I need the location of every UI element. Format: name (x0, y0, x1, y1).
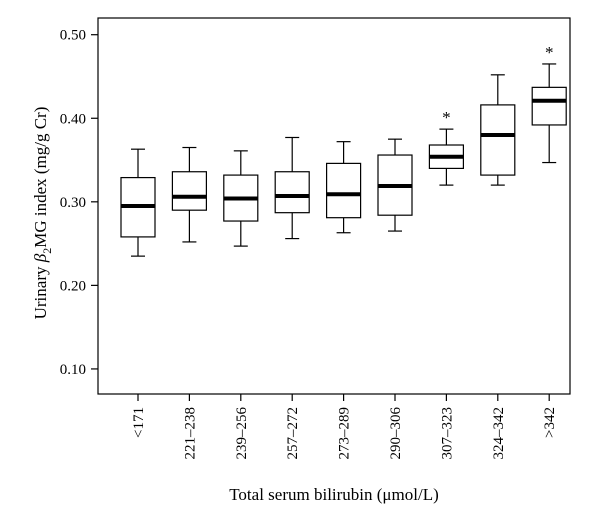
box-iqr (531, 86, 567, 126)
significance-marker: * (545, 43, 554, 62)
significance-marker: * (442, 108, 451, 127)
x-tick-label: <171 (131, 407, 147, 438)
x-tick-label: 324–342 (491, 407, 507, 460)
box-group (326, 141, 362, 234)
x-tick-label: 273–289 (337, 407, 353, 460)
box-group (480, 74, 516, 186)
y-tick-label: 0.50 (60, 28, 86, 44)
y-tick-label: 0.30 (60, 195, 86, 211)
x-tick-label: 239–256 (234, 407, 250, 460)
y-axis: 0.10 0.20 0.30 0.40 0.50 (60, 28, 98, 378)
box-group (377, 138, 413, 232)
box-iqr (480, 104, 516, 176)
y-tick-label: 0.10 (60, 362, 86, 378)
x-axis: <171 221–238 239–256 257–272 273–289 290–306 3… (131, 394, 558, 460)
y-axis-label-beta: β (31, 253, 50, 263)
box-group (223, 150, 259, 247)
y-axis-label-prefix: Urinary (31, 262, 50, 319)
box-group (120, 148, 156, 257)
y-tick-label: 0.40 (60, 111, 86, 127)
y-axis-label: Urinary β2MG index (mg/g Cr) (31, 107, 54, 320)
y-axis-label-suffix: MG index (mg/g Cr) (31, 107, 50, 248)
box-group (274, 136, 310, 240)
boxes: ** (120, 43, 567, 257)
box-group (171, 146, 207, 243)
x-axis-label: Total serum bilirubin (μmol/L) (229, 485, 439, 504)
box-iqr (171, 171, 207, 211)
box-iqr (274, 171, 310, 214)
plot-area (97, 17, 571, 395)
y-tick-label: 0.20 (60, 278, 86, 294)
plot-frame (97, 17, 571, 395)
x-tick-label: 290–306 (388, 407, 404, 460)
x-tick-label: >342 (542, 407, 558, 438)
y-axis-label-subscript: 2 (40, 248, 54, 254)
box-iqr (326, 162, 362, 219)
x-tick-label: 307–323 (439, 407, 455, 460)
box-group: * (428, 108, 464, 186)
x-tick-label: 221–238 (182, 407, 198, 460)
x-tick-label: 257–272 (285, 407, 301, 460)
box-group: * (531, 43, 567, 164)
